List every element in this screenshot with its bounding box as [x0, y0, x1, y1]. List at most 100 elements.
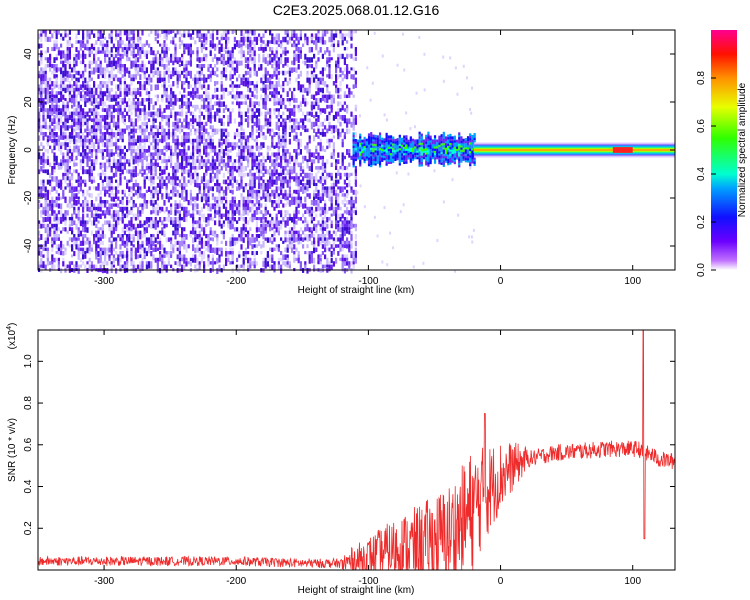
spectrogram-noise-cell [101, 169, 104, 176]
spectrogram-noise-cell [55, 98, 58, 103]
spectrogram-noise-cell [64, 200, 67, 204]
spectrogram-noise-cell [306, 111, 309, 116]
spectrogram-noise-cell [77, 179, 80, 183]
spectrogram-noise-cell [163, 254, 166, 258]
spectrogram-noise-cell [145, 81, 148, 85]
spectrogram-noise-cell [302, 87, 305, 93]
spectrogram-noise-cell [55, 237, 58, 241]
spectrogram-noise-cell [203, 145, 206, 150]
spectrogram-noise-cell [165, 132, 168, 136]
spectrogram-noise-cell [139, 145, 142, 150]
spectrogram-noise-cell [44, 237, 47, 242]
spectrogram-noise-cell [143, 121, 146, 127]
spectrogram-noise-cell [238, 43, 241, 49]
spectrogram-noise-cell [86, 47, 89, 51]
spectrogram-noise-cell [115, 47, 118, 53]
spectrogram-noise-cell [288, 193, 291, 198]
spectrogram-noise-cell [313, 247, 316, 254]
spectrogram-noise-cell [207, 244, 210, 250]
spectrogram-noise-cell [225, 67, 228, 73]
spectrogram-noise-cell [110, 183, 113, 189]
spectrogram-noise-cell [249, 132, 252, 138]
spectrogram-noise-cell [44, 217, 47, 223]
spectrogram-noise-cell [185, 261, 188, 267]
spectrogram-noise-cell [82, 251, 85, 257]
spectrogram-noise-cell [260, 128, 263, 134]
spectrogram-noise-cell [115, 91, 118, 97]
spectrogram-noise-cell [55, 213, 58, 219]
spectrogram-noise-cell [93, 162, 96, 168]
spectrogram-noise-cell [194, 132, 197, 136]
spectrogram-noise-cell [145, 128, 148, 133]
spectrogram-noise-cell [293, 135, 296, 141]
spectrogram-noise-cell [240, 115, 243, 121]
spectrogram-noise-cell [269, 166, 272, 172]
spectrogram-noise-cell [218, 220, 221, 227]
spectrogram-noise-cell [209, 115, 212, 120]
spectrogram-noise-cell [198, 162, 201, 166]
spectrogram-noise-cell [68, 217, 71, 221]
spectrogram-noise-cell [242, 210, 245, 216]
spectrogram-noise-cell [71, 67, 74, 73]
spectrogram-noise-cell [185, 247, 188, 253]
spectrogram-noise-cell [189, 257, 192, 262]
spectrogram-noise-cell [225, 251, 228, 257]
spectrogram-noise-cell [42, 77, 45, 84]
spectrogram-noise-cell [86, 200, 89, 205]
spectrogram-noise-cell [132, 261, 135, 265]
spectrogram-noise-cell [211, 261, 214, 266]
spectrogram-noise-cell [218, 138, 221, 144]
spectrogram-noise-cell [238, 183, 241, 188]
spectrogram-noise-cell [304, 33, 307, 39]
spectrogram-noise-cell [51, 132, 54, 138]
spectrogram-noise-cell [209, 206, 212, 212]
spectrogram-noise-cell [73, 206, 76, 213]
spectrogram-noise-cell [154, 159, 157, 165]
spectrogram-noise-cell [240, 172, 243, 178]
spectrogram-noise-cell [134, 189, 137, 196]
spectrogram-noise-cell [84, 223, 87, 230]
spectrogram-noise-cell [176, 145, 179, 150]
spectrogram-noise-cell [284, 196, 287, 201]
spectrogram-noise-cell [71, 98, 74, 104]
spectrogram-noise-cell [154, 94, 157, 98]
spectrogram-noise-cell [203, 77, 206, 84]
spectrogram-noise-cell [154, 142, 157, 147]
spectrogram-noise-cell [247, 230, 250, 236]
spectrogram-noise-cell [258, 118, 261, 124]
spectrogram-noise-cell [319, 213, 322, 217]
spectrogram-noise-cell [174, 132, 177, 137]
spectrogram-noise-cell [51, 149, 54, 154]
spectrogram-noise-cell [211, 166, 214, 171]
spectrogram-noise-cell [42, 179, 45, 184]
spectrogram-noise-cell [143, 254, 146, 260]
spectrogram-noise-cell [71, 193, 74, 200]
spectrogram-noise-cell [236, 43, 239, 48]
spectrogram-noise-cell [134, 74, 137, 80]
spectrogram-noise-cell [304, 203, 307, 209]
spectrogram-noise-cell [137, 264, 140, 269]
spectrogram-noise-cell [57, 183, 60, 189]
spectrogram-noise-cell [108, 179, 111, 183]
spectrogram-noise-cell [255, 210, 258, 215]
spectrogram-noise-cell [284, 30, 287, 35]
spectrogram-noise-cell [220, 101, 223, 108]
spectrogram-noise-cell [174, 53, 177, 59]
spectrogram-noise-cell [73, 240, 76, 247]
spectrogram-noise-cell [71, 155, 74, 162]
spectrogram-noise-cell [97, 104, 100, 110]
spectrogram-noise-cell [253, 87, 256, 91]
spectrogram-noise-cell [163, 261, 166, 268]
spectrogram-noise-cell [167, 60, 170, 66]
spectrogram-noise-cell [229, 149, 232, 153]
spectrogram-noise-cell [84, 220, 87, 226]
spectrogram-noise-cell [196, 81, 199, 85]
spectrogram-noise-cell [161, 94, 164, 100]
spectrogram-noise-cell [247, 159, 250, 164]
spectrogram-noise-cell [302, 118, 305, 124]
spectrogram-noise-cell [38, 264, 41, 270]
spectrogram-noise-cell [262, 53, 265, 58]
spectrogram-noise-cell [90, 50, 93, 55]
spectrogram-noise-cell [295, 155, 298, 162]
spectrogram-noise-cell [156, 138, 159, 142]
